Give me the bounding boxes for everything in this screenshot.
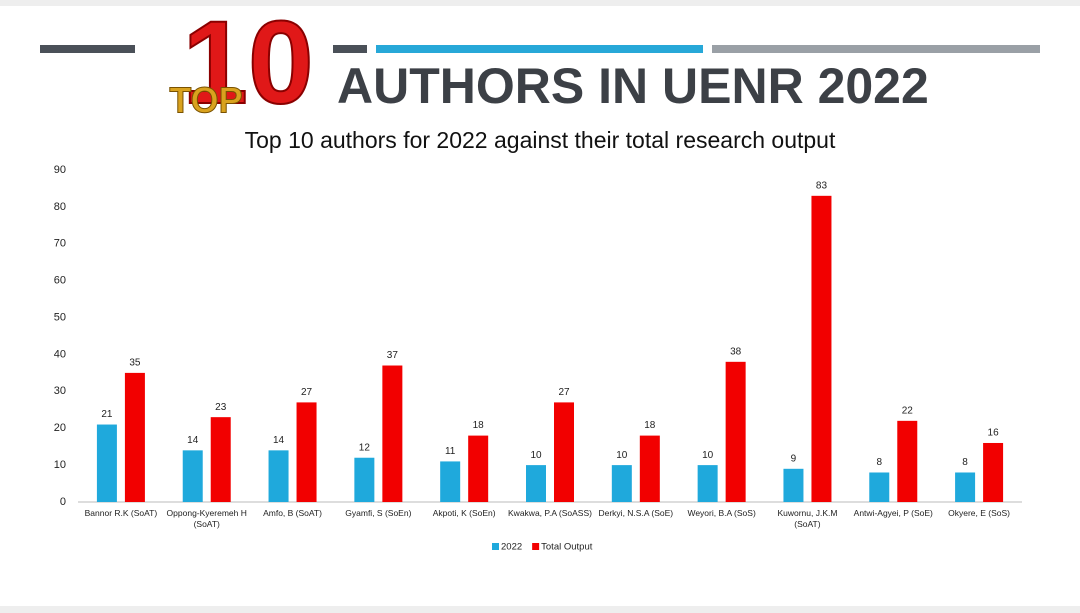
heading: AUTHORS IN UENR 2022: [337, 58, 929, 114]
value-label: 37: [387, 350, 399, 361]
bar: [182, 450, 203, 502]
logo-number: 10: [182, 0, 313, 129]
x-tick-label-box: Derkyi, N.S.A (SoE): [598, 508, 674, 518]
bar: [468, 435, 489, 502]
legend-swatch: [532, 543, 540, 550]
bar: [440, 461, 461, 502]
x-tick-label-box: Kuwornu, J.K.M (SoAT): [777, 508, 838, 529]
bar: [96, 424, 117, 502]
chart-title: Top 10 authors for 2022 against their to…: [245, 127, 836, 153]
value-label: 18: [644, 420, 656, 431]
value-label: 9: [791, 453, 797, 464]
bar: [268, 450, 289, 502]
value-label: 83: [816, 180, 828, 191]
value-label: 18: [473, 420, 485, 431]
y-tick-label: 90: [54, 164, 66, 176]
value-label: 10: [530, 450, 542, 461]
bar: [382, 365, 403, 502]
value-label: 14: [187, 435, 199, 446]
y-tick-label: 50: [54, 311, 66, 323]
x-tick-label: Kwakwa, P.A (SoASS): [508, 508, 592, 518]
value-label: 22: [902, 405, 914, 416]
value-label: 23: [215, 402, 227, 413]
x-tick-label-box: Oppong-Kyeremeh H (SoAT): [166, 508, 247, 529]
x-tick-label: Akpoti, K (SoEn): [432, 508, 496, 518]
value-label: 27: [558, 387, 570, 398]
x-tick-label: Antwi-Agyei, P (SoE): [853, 508, 933, 518]
bar: [639, 435, 660, 502]
bar: [124, 372, 145, 502]
bar: [354, 457, 375, 502]
y-tick-label: 80: [54, 201, 66, 213]
x-tick-label-box: Akpoti, K (SoEn): [432, 508, 496, 518]
y-tick-label: 20: [54, 422, 66, 434]
bar: [897, 420, 918, 502]
top-strip: [0, 0, 1080, 6]
bottom-strip: [0, 606, 1080, 613]
deco-bar: [376, 45, 703, 53]
bar: [725, 361, 746, 502]
x-tick-label: Amfo, B (SoAT): [263, 508, 322, 518]
y-tick-label: 10: [54, 459, 66, 471]
bar: [869, 472, 890, 502]
value-label: 12: [359, 442, 371, 453]
value-label: 8: [876, 457, 882, 468]
x-tick-label-box: Bannor R.K (SoAT): [84, 508, 158, 518]
y-tick-label: 30: [54, 385, 66, 397]
x-tick-label-box: Amfo, B (SoAT): [263, 508, 322, 518]
legend-label: Total Output: [541, 542, 593, 553]
x-tick-label: Gyamfi, S (SoEn): [345, 508, 412, 518]
logo-word: TOP: [169, 80, 242, 121]
x-tick-label-box: Gyamfi, S (SoEn): [345, 508, 412, 518]
value-label: 10: [616, 450, 628, 461]
value-label: 10: [702, 450, 714, 461]
y-tick-label: 0: [60, 496, 66, 508]
bar: [554, 402, 574, 502]
value-label: 21: [101, 409, 113, 420]
x-tick-label-box: Kwakwa, P.A (SoASS): [508, 508, 592, 518]
deco-bar: [333, 45, 367, 53]
value-label: 27: [301, 387, 313, 398]
x-tick-label: Derkyi, N.S.A (SoE): [598, 508, 674, 518]
x-tick-label-box: Okyere, E (SoS): [948, 508, 1011, 518]
value-label: 16: [988, 428, 1000, 439]
x-tick-label: Weyori, B.A (SoS): [687, 508, 756, 518]
value-label: 38: [730, 346, 742, 357]
bar: [697, 465, 718, 502]
bar: [983, 442, 1004, 502]
bar: [783, 468, 804, 502]
y-tick-label: 60: [54, 275, 66, 287]
bar: [296, 402, 317, 502]
x-tick-label: Okyere, E (SoS): [948, 508, 1011, 518]
bar: [955, 472, 976, 502]
bar: [526, 465, 546, 502]
legend-label: 2022: [501, 542, 522, 553]
bar: [210, 417, 231, 502]
bar: [611, 465, 632, 502]
deco-bar: [40, 45, 135, 53]
x-tick-label-box: Antwi-Agyei, P (SoE): [853, 508, 933, 518]
x-tick-label: Kuwornu, J.K.M (SoAT): [777, 508, 838, 529]
deco-bar: [712, 45, 1040, 53]
bar: [811, 195, 832, 503]
value-label: 35: [129, 358, 141, 369]
value-label: 8: [962, 457, 968, 468]
y-tick-label: 70: [54, 238, 66, 250]
value-label: 14: [273, 435, 285, 446]
x-tick-label: Oppong-Kyeremeh H (SoAT): [166, 508, 247, 529]
y-tick-label: 40: [54, 348, 66, 360]
value-label: 11: [445, 446, 456, 457]
x-tick-label: Bannor R.K (SoAT): [84, 508, 158, 518]
x-tick-label-box: Weyori, B.A (SoS): [687, 508, 756, 518]
legend-swatch: [492, 543, 499, 550]
